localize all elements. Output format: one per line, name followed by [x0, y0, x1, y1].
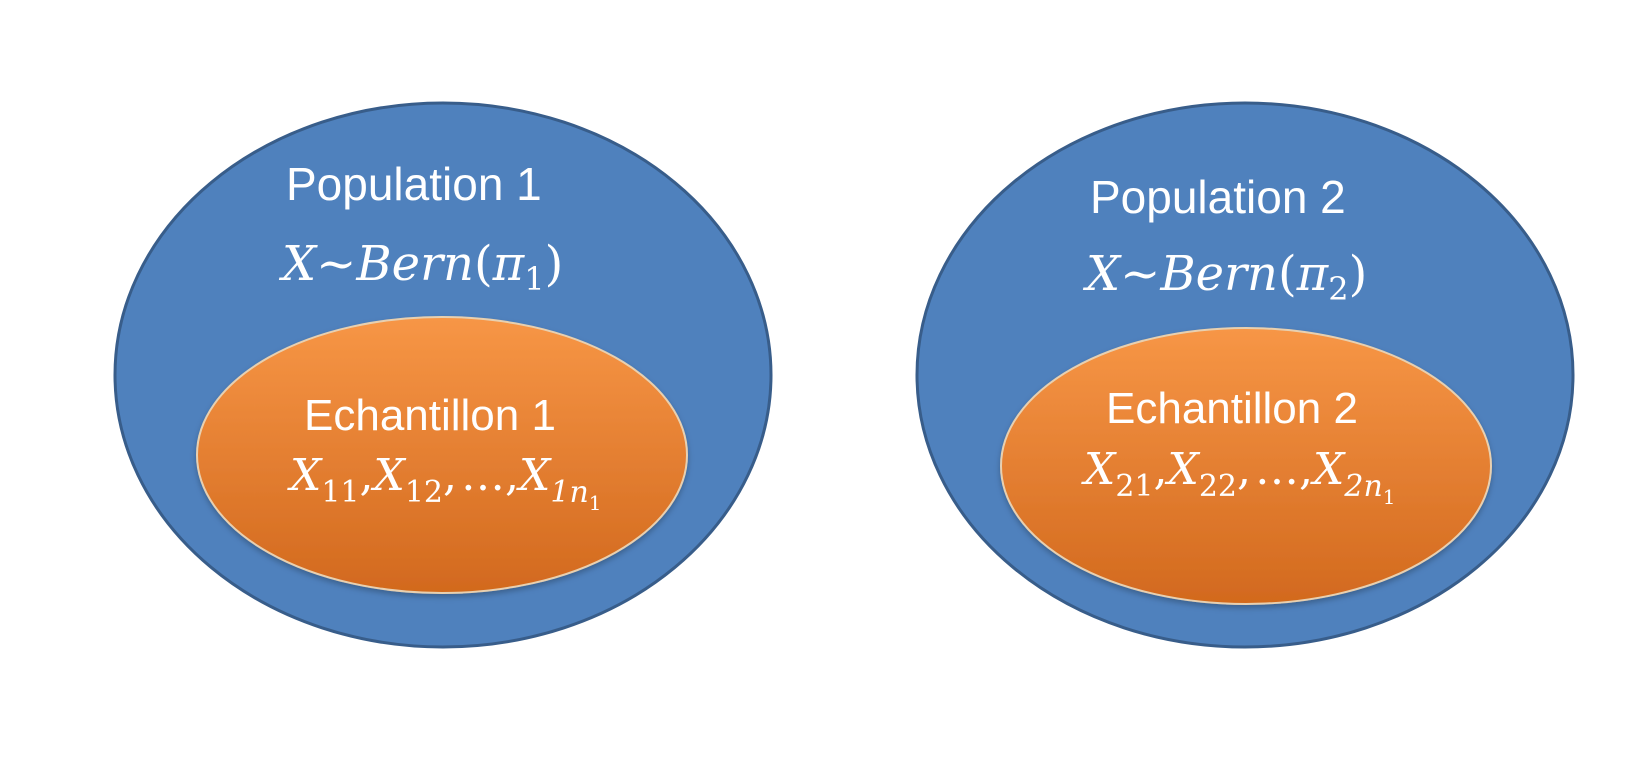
population-1-distribution: X~Bern(π1) — [278, 236, 563, 298]
population-1-group: Population 1 X~Bern(π1) Echantillon 1 X1… — [113, 101, 773, 649]
population-1-title: Population 1 — [286, 158, 542, 210]
sample-2-title: Echantillon 2 — [1106, 384, 1358, 433]
sample-2-observations: X21,X22,…,X2n1 — [1081, 444, 1396, 509]
sample-1-observations: X11,X12,…,X1n1 — [287, 450, 602, 515]
sample-1-title: Echantillon 1 — [304, 391, 556, 440]
population-2-group: Population 2 X~Bern(π2) Echantillon 2 X2… — [915, 101, 1575, 649]
sample-2-ellipse — [1000, 327, 1492, 605]
sample-1-ellipse — [196, 316, 688, 594]
population-2-distribution: X~Bern(π2) — [1082, 246, 1367, 308]
population-2-title: Population 2 — [1090, 171, 1346, 223]
